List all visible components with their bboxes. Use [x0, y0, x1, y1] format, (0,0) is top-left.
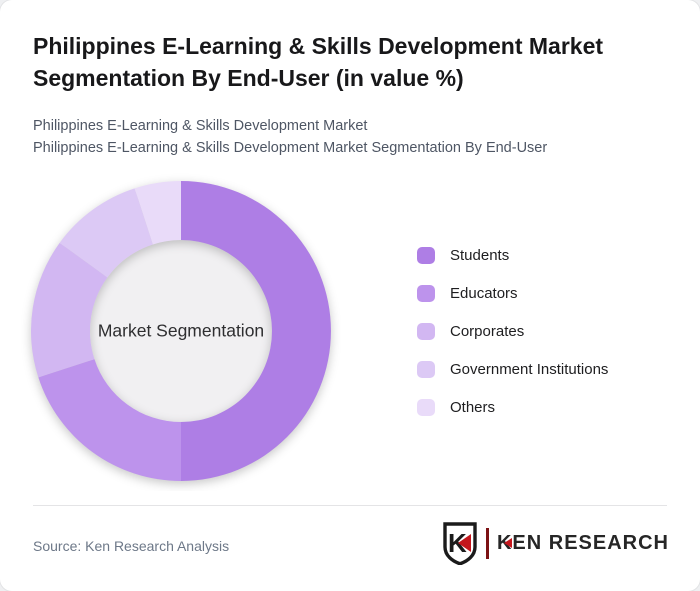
donut-segment-educators [38, 359, 181, 481]
subtitle-line-2: Philippines E-Learning & Skills Developm… [33, 139, 548, 156]
legend-swatch [417, 361, 435, 378]
legend-item: Government Institutions [417, 361, 608, 378]
legend-label: Educators [450, 285, 518, 302]
page-title-line-2: Segmentation By End-User (in value %) [33, 65, 464, 91]
shield-letter: K [448, 528, 467, 558]
subtitle-block: Philippines E-Learning & Skills Developm… [33, 116, 673, 159]
legend-swatch [417, 399, 435, 416]
legend-swatch [417, 247, 435, 264]
legend-item: Corporates [417, 323, 608, 340]
footer-divider [33, 505, 667, 506]
donut-segment-government-institutions [59, 188, 153, 278]
logo-separator [485, 527, 489, 559]
legend-label: Government Institutions [450, 361, 609, 378]
donut-center-label: Market Segmentation [97, 320, 265, 341]
page-title-line-1: Philippines E-Learning & Skills Developm… [33, 33, 604, 59]
ken-research-shield-icon: K [443, 522, 477, 565]
shield-red-triangle-icon [457, 534, 471, 552]
legend-label: Others [450, 399, 496, 416]
logo-wordmark: KEN RESEARCH [497, 532, 669, 555]
legend-item: Others [417, 399, 608, 416]
legend-item: Educators [417, 285, 608, 302]
subtitle-line-1: Philippines E-Learning & Skills Developm… [33, 118, 368, 134]
donut-segment-students [181, 181, 331, 481]
logo-wordmark-text: KEN RESEARCH [496, 531, 669, 554]
legend-swatch [417, 323, 435, 340]
chart-legend: Students Educators Corporates Government In… [417, 247, 608, 437]
legend-item: Students [417, 247, 608, 264]
donut-segment-corporates [31, 242, 108, 378]
legend-label: Corporates [450, 323, 525, 340]
page-title: Philippines E-Learning & Skills Developm… [33, 30, 673, 94]
source-note: Source: Ken Research Analysis [33, 538, 230, 554]
legend-swatch [417, 285, 435, 302]
ken-research-logo: K KEN RESEARCH [441, 521, 669, 565]
donut-chart [31, 181, 331, 481]
donut-hole [90, 240, 272, 422]
donut-segment-others [134, 181, 181, 245]
legend-label: Students [450, 247, 510, 264]
logo-k-triangle-icon [503, 538, 512, 548]
